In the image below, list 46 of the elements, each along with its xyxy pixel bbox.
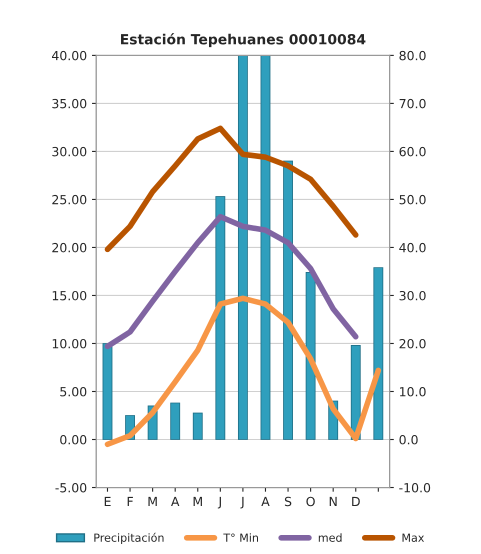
y2-tick-label: 20.0 bbox=[400, 338, 426, 348]
y-tick-label: 0.00 bbox=[60, 434, 86, 444]
y-tick-label: 10.00 bbox=[52, 338, 86, 348]
y2-tick-label: 40.0 bbox=[399, 242, 426, 252]
y-tick-label: 35.00 bbox=[52, 98, 86, 108]
y2-tick-label: 80.0 bbox=[399, 50, 426, 60]
x-tick-label: N bbox=[330, 496, 337, 506]
bar bbox=[170, 402, 180, 440]
bar bbox=[102, 343, 112, 440]
y-tick-label: 5.00 bbox=[60, 386, 86, 396]
x-tick-label: S bbox=[284, 496, 292, 506]
y-tick-label: -5.00 bbox=[55, 482, 86, 492]
y2-tick-label: 0.0 bbox=[399, 434, 418, 444]
y2-tick-label: 10.0 bbox=[400, 386, 426, 396]
y-tick-label: 25.00 bbox=[52, 194, 86, 204]
y2-tick-label: 30.0 bbox=[400, 290, 426, 300]
x-tick-label: M bbox=[148, 496, 157, 506]
x-tick-label: A bbox=[171, 496, 180, 506]
legend-label: Max bbox=[402, 534, 424, 542]
bar bbox=[373, 267, 384, 440]
bar bbox=[215, 196, 226, 440]
chart-title: Estación Tepehuanes 00010084 bbox=[121, 33, 366, 48]
x-tick-label: O bbox=[306, 496, 315, 506]
y-tick-label: 40.00 bbox=[52, 50, 86, 60]
x-tick-label: D bbox=[352, 496, 360, 506]
legend-label: med bbox=[318, 533, 342, 542]
y-tick-label: 15.00 bbox=[52, 290, 86, 300]
y-tick-label: 30.00 bbox=[52, 146, 86, 156]
x-tick-label: J bbox=[218, 496, 221, 509]
y2-tick-label: 60.0 bbox=[400, 146, 426, 156]
bar bbox=[306, 272, 316, 440]
legend-label: T° Min bbox=[223, 533, 258, 542]
y2-tick-label: 50.0 bbox=[400, 194, 426, 204]
bar bbox=[238, 55, 248, 440]
x-tick-label: M bbox=[194, 496, 202, 506]
bar bbox=[192, 412, 203, 440]
y2-tick-label: 70.0 bbox=[400, 98, 426, 108]
x-tick-label: A bbox=[261, 496, 270, 506]
legend-label: Precipitación bbox=[94, 532, 164, 544]
bar bbox=[283, 160, 293, 440]
y2-tick-label: -10.0 bbox=[399, 482, 430, 492]
x-tick-label: E bbox=[104, 496, 111, 506]
bar bbox=[260, 55, 270, 440]
x-tick-label: F bbox=[128, 496, 133, 506]
y-tick-label: 20.00 bbox=[52, 242, 86, 252]
x-tick-label: J bbox=[240, 496, 244, 509]
